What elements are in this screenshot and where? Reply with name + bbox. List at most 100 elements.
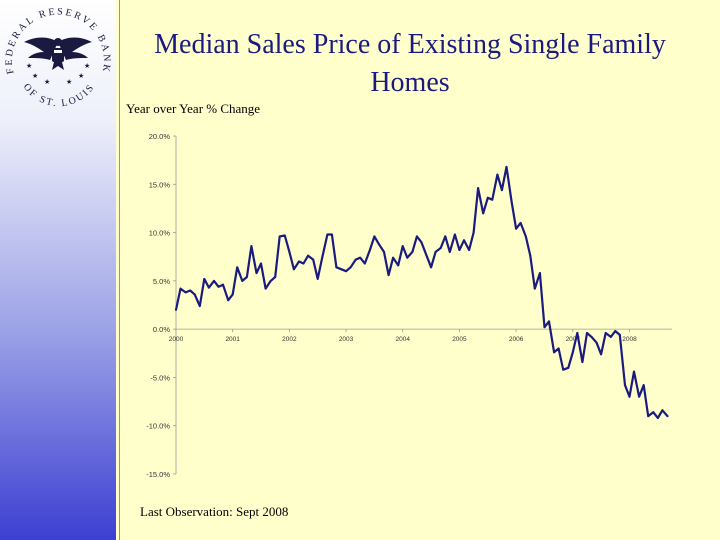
data-point (184, 291, 187, 294)
line-chart: 20.0% 15.0% 10.0% 5.0% 0.0% -5.0% -10.0% -15.0%… (146, 132, 672, 479)
data-point (179, 287, 182, 290)
data-point (316, 278, 319, 280)
data-point (416, 235, 418, 238)
data-point (439, 247, 442, 249)
data-point (255, 272, 258, 274)
data-point (539, 272, 541, 274)
data-point (486, 196, 489, 199)
data-point (369, 249, 371, 251)
data-point (463, 239, 465, 242)
data-point (586, 332, 588, 334)
data-point (510, 200, 513, 203)
data-point (397, 264, 400, 267)
data-point (274, 276, 277, 278)
data-point (430, 266, 432, 269)
data-point (618, 334, 621, 336)
data-point (312, 258, 315, 261)
data-point (331, 233, 333, 236)
y-tick-label: 0.0% (153, 325, 170, 334)
data-point (557, 347, 560, 350)
x-tick-label: 2003 (339, 336, 354, 343)
sidebar-gradient: FEDERAL RESERVE BANK OF ST. LOUIS ★ ★ ★ … (0, 0, 116, 540)
svg-text:★: ★ (66, 78, 72, 86)
data-point (458, 249, 461, 251)
data-point (250, 245, 253, 247)
svg-text:★: ★ (26, 62, 32, 70)
data-point (231, 293, 234, 296)
data-point (321, 256, 324, 259)
data-point (227, 299, 230, 302)
x-tick-label: 2007 (566, 336, 581, 343)
data-point (548, 320, 550, 323)
data-point (213, 280, 215, 282)
data-point (661, 409, 664, 412)
data-point (614, 330, 617, 332)
seal-stars: ★ ★ ★ ★ ★ ★ (26, 62, 90, 86)
data-point (260, 262, 262, 265)
data-point (491, 198, 494, 201)
svg-text:★: ★ (84, 62, 90, 70)
data-point (609, 336, 612, 338)
x-tick-label: 2001 (225, 336, 240, 343)
data-point (477, 187, 479, 189)
data-point (533, 287, 536, 290)
data-point (472, 231, 475, 234)
data-point (543, 326, 546, 329)
data-point (401, 245, 404, 247)
data-point (666, 415, 669, 417)
data-point (246, 276, 248, 278)
x-tick-label: 2008 (622, 336, 637, 343)
data-point (642, 384, 645, 387)
data-point (524, 235, 527, 238)
data-point (501, 189, 503, 191)
data-point (604, 332, 607, 334)
x-tick-label: 2002 (282, 336, 297, 343)
data-point (425, 254, 428, 257)
data-point (628, 395, 631, 398)
data-point (505, 166, 508, 168)
svg-text:★: ★ (32, 72, 38, 80)
data-point (236, 266, 239, 269)
data-point (515, 227, 517, 230)
data-point (288, 251, 291, 253)
data-point (241, 280, 244, 282)
data-point (529, 254, 532, 257)
data-point (298, 260, 300, 263)
data-point (420, 241, 423, 244)
data-point (193, 293, 196, 296)
x-tick-label: 2006 (509, 336, 524, 343)
sidebar-divider (119, 0, 120, 540)
svg-text:★: ★ (44, 78, 50, 86)
data-point (454, 233, 456, 236)
data-point (363, 262, 366, 265)
x-tick-label: 2000 (169, 336, 184, 343)
data-point (576, 332, 579, 334)
y-tick-label: -10.0% (146, 422, 170, 431)
data-point (293, 268, 295, 271)
data-point (307, 254, 309, 257)
data-point (590, 336, 593, 338)
data-point (278, 235, 281, 238)
data-point (383, 251, 385, 253)
series-line (174, 165, 669, 420)
y-tick-label: -5.0% (150, 373, 170, 382)
data-point (434, 251, 437, 253)
data-point (387, 274, 390, 276)
svg-text:★: ★ (78, 72, 84, 80)
data-point (553, 351, 555, 354)
y-tick-label: 10.0% (149, 229, 171, 238)
page-title: Median Sales Price of Existing Single Fa… (154, 29, 666, 98)
y-axis-subtitle: Year over Year % Change (126, 101, 261, 116)
data-point (562, 368, 565, 371)
data-point (217, 285, 220, 288)
data-point (340, 268, 343, 271)
data-point (633, 370, 635, 373)
data-point (349, 266, 352, 269)
data-point (656, 417, 659, 419)
data-point (581, 361, 584, 363)
data-point (326, 233, 329, 236)
data-point (345, 270, 347, 273)
data-point (354, 258, 357, 261)
data-point (595, 341, 598, 344)
data-point (411, 251, 414, 253)
